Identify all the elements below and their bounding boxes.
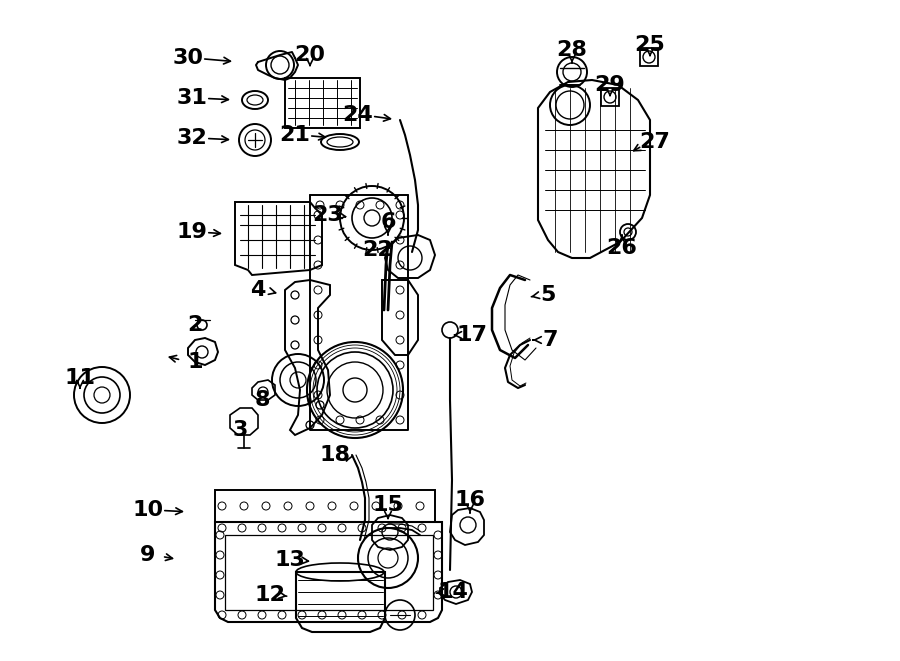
- Text: 10: 10: [132, 500, 164, 520]
- Text: 30: 30: [173, 48, 203, 68]
- Text: 3: 3: [232, 420, 248, 440]
- Text: 17: 17: [456, 325, 488, 345]
- Text: 9: 9: [140, 545, 156, 565]
- Text: 16: 16: [454, 490, 485, 510]
- Text: 31: 31: [176, 88, 207, 108]
- Text: 22: 22: [363, 240, 393, 260]
- Bar: [640, 48, 658, 66]
- Bar: [215, 490, 435, 522]
- Text: 25: 25: [634, 35, 665, 55]
- Text: 13: 13: [274, 550, 305, 570]
- Text: 29: 29: [595, 75, 625, 95]
- Text: 6: 6: [380, 212, 396, 232]
- Text: 19: 19: [176, 222, 207, 242]
- Text: 32: 32: [176, 128, 207, 148]
- Bar: [601, 88, 619, 106]
- Text: 18: 18: [320, 445, 350, 465]
- Bar: [225, 535, 433, 610]
- Text: 28: 28: [556, 40, 588, 60]
- Text: 26: 26: [607, 238, 637, 258]
- Text: 27: 27: [640, 132, 670, 152]
- Text: 2: 2: [187, 315, 202, 335]
- Text: 21: 21: [280, 125, 310, 145]
- Text: 5: 5: [540, 285, 555, 305]
- Text: 11: 11: [65, 368, 95, 388]
- Text: 24: 24: [343, 105, 373, 125]
- Text: 4: 4: [250, 280, 266, 300]
- Text: 12: 12: [255, 585, 285, 605]
- Text: 1: 1: [187, 352, 202, 372]
- Text: 23: 23: [312, 205, 344, 225]
- Text: 14: 14: [437, 582, 468, 602]
- Bar: [285, 78, 360, 128]
- Text: 20: 20: [294, 45, 326, 65]
- Text: 8: 8: [254, 390, 270, 410]
- Text: 15: 15: [373, 495, 403, 515]
- Text: 7: 7: [542, 330, 558, 350]
